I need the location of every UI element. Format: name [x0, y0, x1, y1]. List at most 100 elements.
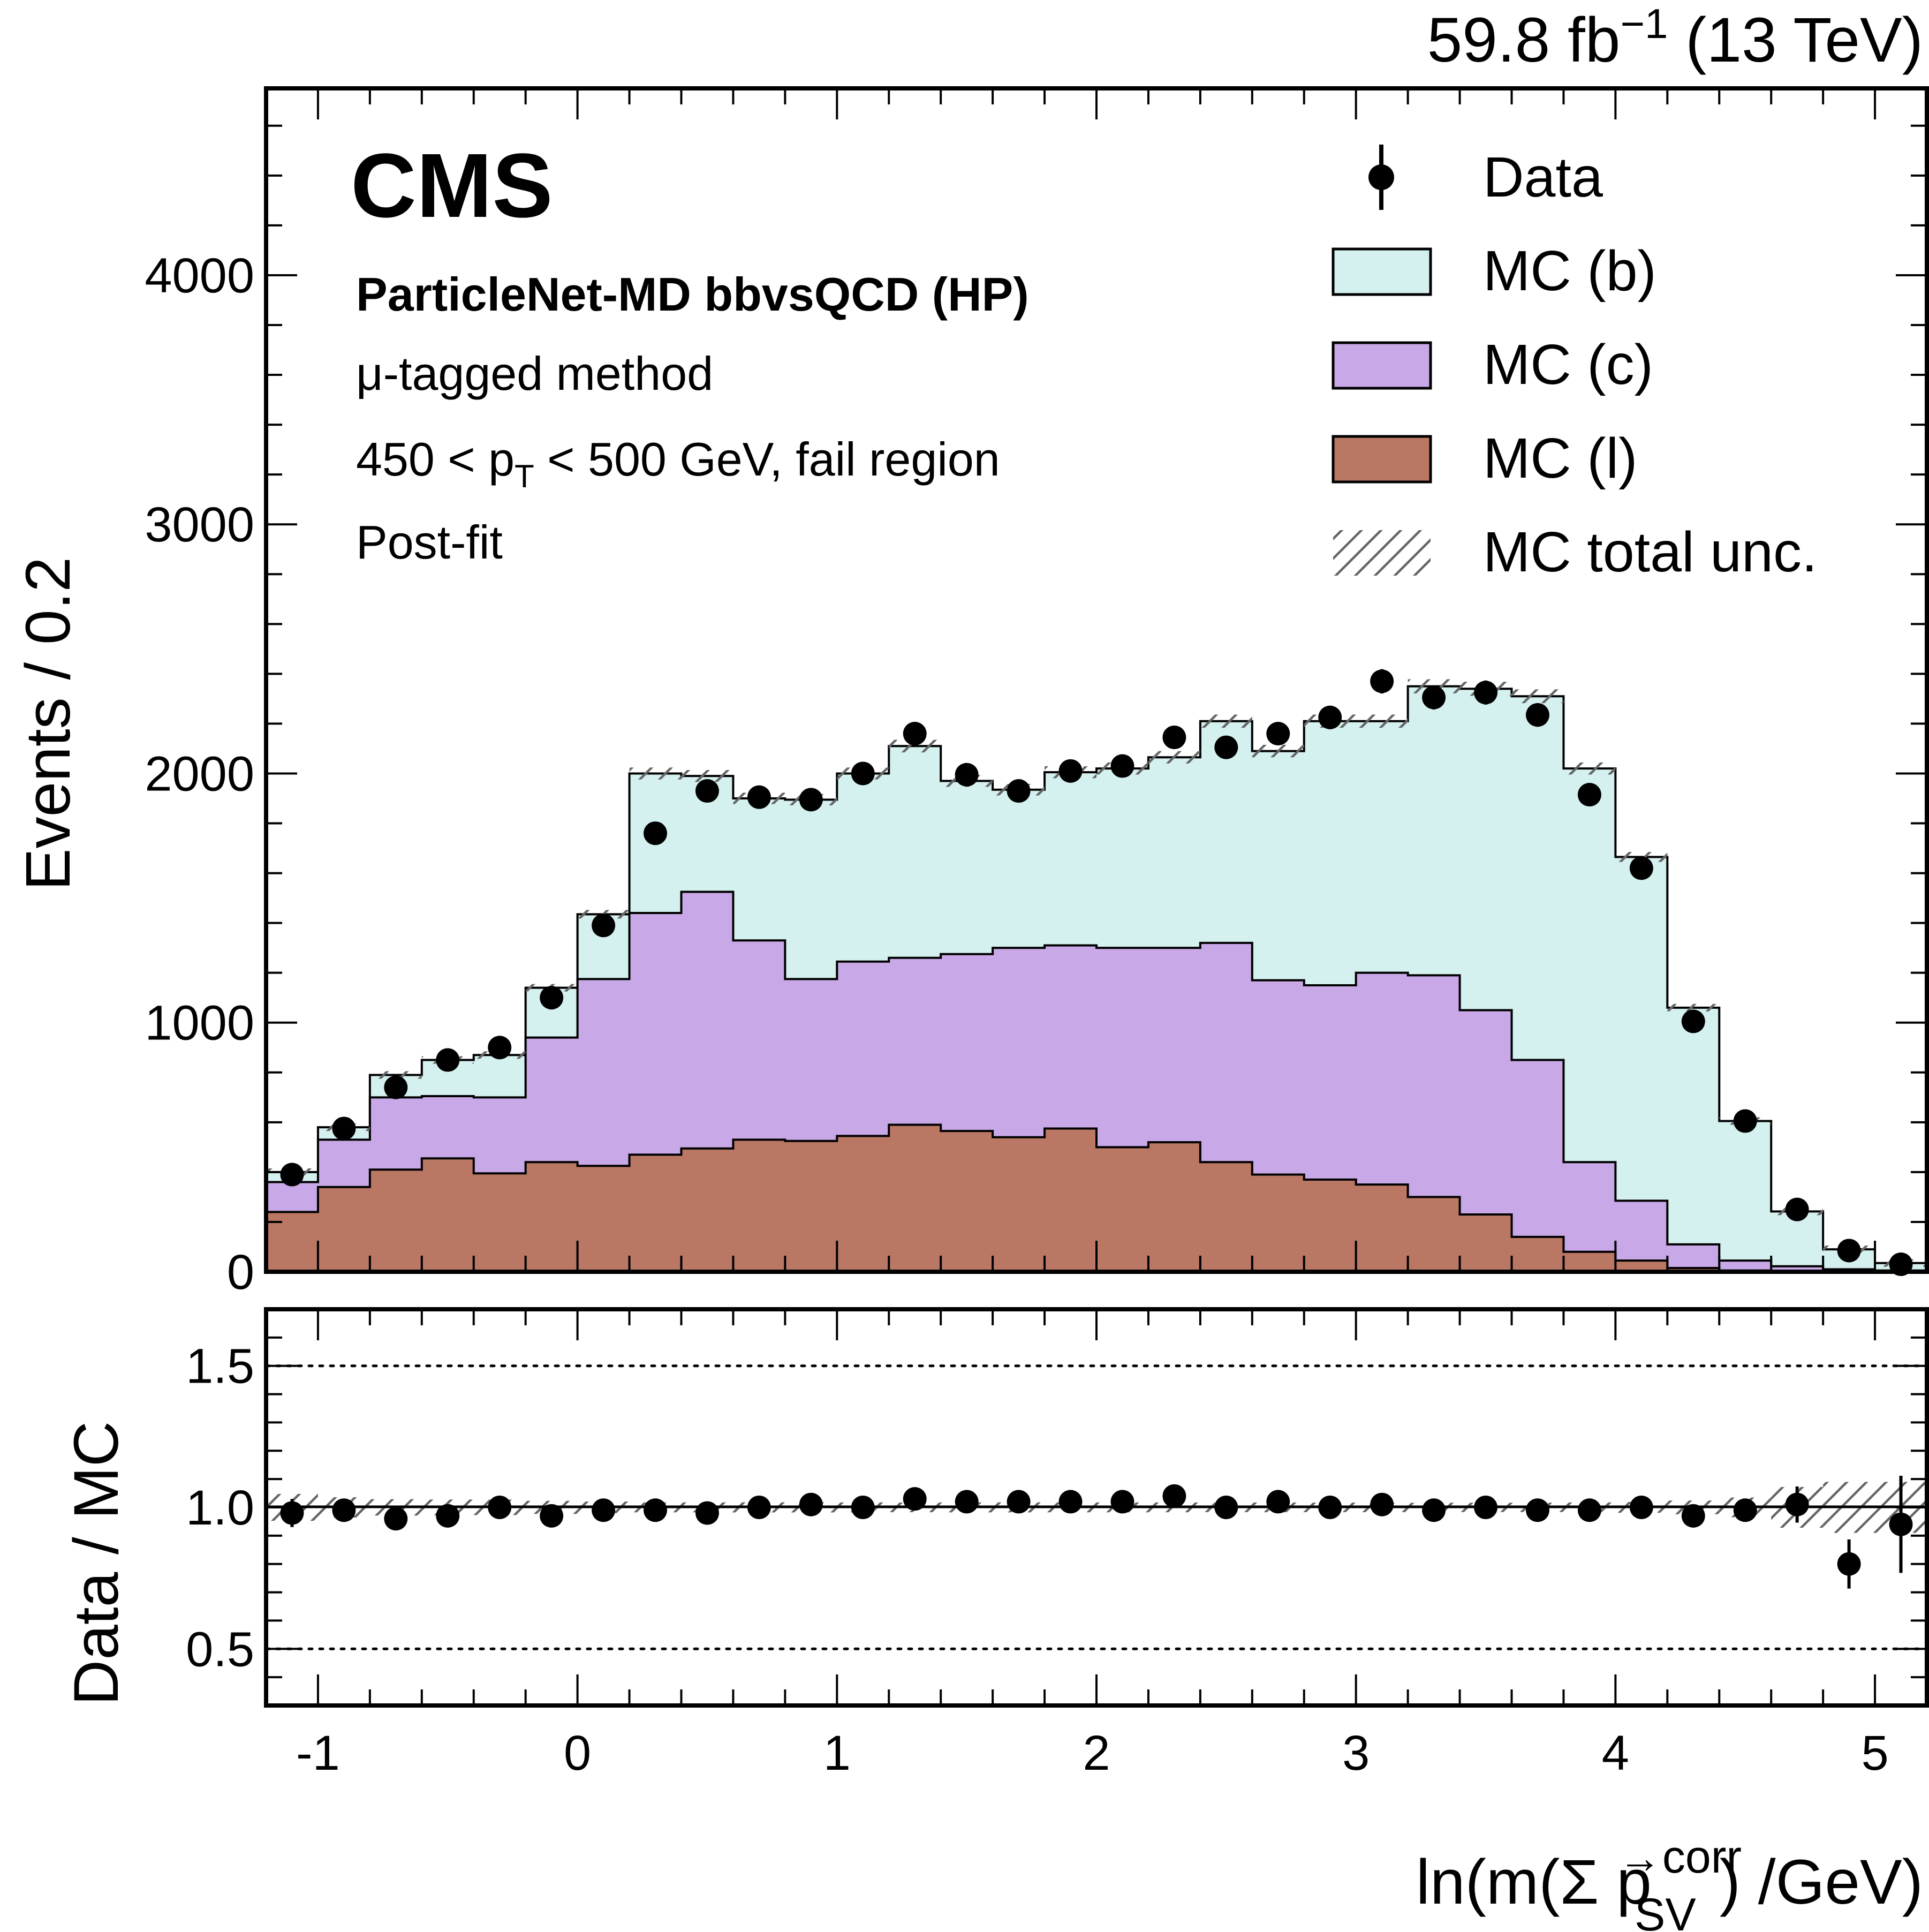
ratio-reference-lines	[264, 1364, 1928, 1650]
luminosity-label: 59.8 fb−1 (13 TeV)	[1427, 0, 1923, 76]
data-point	[436, 1048, 460, 1072]
data-point	[384, 1075, 408, 1099]
main-axis-ticks	[266, 88, 1927, 1273]
x-tick-label: -1	[296, 1726, 340, 1780]
data-point	[1577, 783, 1601, 807]
legend-entry-unc: MC total unc.	[1333, 520, 1817, 584]
y-axis-title-main: Events / 0.2	[13, 557, 84, 890]
x-tick-label: 5	[1861, 1726, 1888, 1780]
ratio-point	[1007, 1490, 1031, 1514]
y-tick-label-ratio: 1.0	[186, 1481, 254, 1535]
y-tick-label-ratio: 1.5	[186, 1339, 254, 1394]
data-point	[592, 914, 616, 938]
legend-label-data: Data	[1483, 146, 1603, 209]
data-point	[1007, 779, 1031, 803]
ratio-point	[1733, 1498, 1757, 1522]
y-tick-label-main: 2000	[145, 746, 254, 801]
data-point	[540, 986, 564, 1010]
unc-bin	[1356, 714, 1408, 728]
ratio-panel: 0.5 1.0 1.5 -1 0 1 2 3 4 5	[186, 1307, 1929, 1780]
x-axis-title: ln(m(Σ p→corr SV) /GeV)	[1416, 1831, 1923, 1932]
unc-bin	[1667, 1003, 1720, 1012]
data-point	[1733, 1109, 1757, 1133]
unc-bin	[889, 739, 941, 753]
main-panel: 0 1000 2000 3000 4000	[145, 86, 1929, 1300]
x-tick-label: 0	[564, 1726, 591, 1780]
data-point	[1785, 1197, 1809, 1221]
data-point	[1110, 754, 1134, 778]
ratio-point	[1162, 1484, 1186, 1508]
unc-bin	[1511, 689, 1564, 704]
ratio-point	[1370, 1492, 1394, 1516]
ratio-point	[747, 1496, 771, 1519]
ratio-point	[1266, 1490, 1290, 1514]
ratio-point	[695, 1501, 719, 1525]
y-tick-label-main: 4000	[145, 248, 254, 303]
data-point	[1681, 1009, 1705, 1033]
data-point	[1422, 685, 1446, 710]
unc-bin	[1563, 762, 1616, 775]
y-tick-label-main: 3000	[145, 497, 254, 552]
data-point	[280, 1163, 304, 1187]
data-point	[747, 785, 771, 809]
data-point	[1629, 856, 1653, 880]
ratio-point	[1058, 1490, 1083, 1514]
ratio-point	[488, 1496, 512, 1519]
ratio-point	[1837, 1552, 1861, 1576]
ratio-point	[903, 1487, 927, 1511]
tagger-label: ParticleNet-MD bbvsQCD (HP)	[356, 268, 1029, 321]
ratio-point	[384, 1507, 408, 1531]
ratio-point	[644, 1498, 668, 1522]
y-axis-title-ratio: Data / MC	[61, 1421, 132, 1705]
data-point	[1058, 759, 1083, 783]
ratio-point	[592, 1498, 616, 1522]
data-point	[1318, 705, 1342, 729]
ratio-point	[1889, 1512, 1913, 1536]
ratio-point	[540, 1504, 564, 1528]
data-point	[695, 779, 719, 803]
legend-entry-mc-b: MC (b)	[1332, 239, 1656, 303]
ratio-point	[332, 1498, 356, 1522]
legend-label-mc-c: MC (c)	[1483, 333, 1653, 396]
unc-bin	[629, 767, 682, 780]
data-point	[955, 763, 979, 787]
method-label: μ-tagged method	[356, 347, 713, 400]
data-point	[851, 761, 875, 786]
ratio-point	[1214, 1496, 1238, 1519]
data-point	[332, 1116, 356, 1141]
data-point	[1162, 726, 1186, 750]
ratio-point	[280, 1501, 304, 1525]
x-tick-labels: -1 0 1 2 3 4 5	[296, 1726, 1889, 1780]
data-point	[1266, 722, 1290, 746]
unc-bin	[1200, 714, 1252, 728]
unc-bin	[369, 1071, 422, 1079]
unc-bin	[1148, 751, 1200, 764]
ratio-point	[1629, 1496, 1653, 1519]
unc-bin	[1252, 744, 1304, 758]
stack-mc-l	[266, 1123, 1927, 1272]
x-tick-label: 3	[1342, 1726, 1370, 1780]
legend-label-mc-b: MC (b)	[1483, 239, 1656, 303]
data-point	[1837, 1239, 1861, 1263]
legend: Data MC (b) MC (c) MC (l) MC total unc.	[1332, 145, 1817, 584]
ratio-point	[1525, 1498, 1549, 1522]
legend-label-mc-l: MC (l)	[1483, 427, 1637, 490]
unc-bin	[681, 770, 733, 782]
ratio-point	[1110, 1490, 1134, 1514]
mc-stack	[266, 685, 1927, 1272]
ratio-points	[280, 1476, 1913, 1589]
y-tick-label-ratio: 0.5	[186, 1622, 254, 1677]
fit-label: Post-fit	[356, 516, 503, 569]
ratio-point	[955, 1490, 979, 1514]
ratio-point	[1681, 1504, 1705, 1528]
x-tick-label: 2	[1083, 1726, 1110, 1780]
ratio-point	[1474, 1496, 1498, 1519]
main-y-tick-labels: 0 1000 2000 3000 4000	[145, 248, 254, 1300]
data-point	[488, 1036, 512, 1060]
data-point	[1214, 735, 1238, 759]
region-label: 450 < pT < 500 GeV, fail region	[356, 433, 1000, 494]
ratio-point	[436, 1504, 460, 1528]
ratio-point	[799, 1492, 823, 1516]
ratio-y-tick-labels: 0.5 1.0 1.5	[186, 1339, 254, 1677]
y-tick-label-main: 1000	[145, 996, 254, 1051]
